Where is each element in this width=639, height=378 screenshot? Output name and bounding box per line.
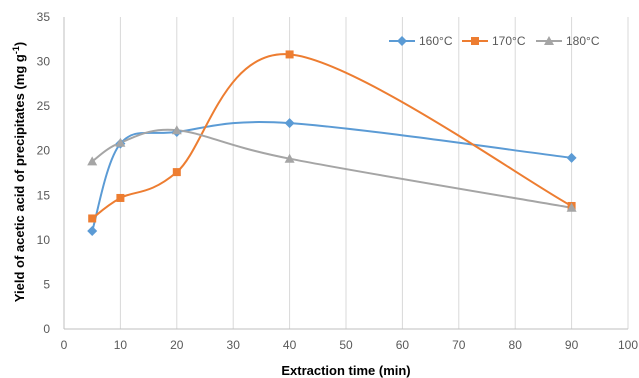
grid-lines bbox=[119, 17, 629, 329]
series-line-2 bbox=[91, 128, 572, 209]
y-axis-title-end: ) bbox=[12, 42, 27, 46]
x-tick-label: 50 bbox=[339, 338, 353, 352]
y-tick-label: 35 bbox=[37, 10, 51, 24]
legend-marker-diamond bbox=[397, 36, 407, 46]
axes bbox=[63, 17, 628, 330]
x-tick-label: 60 bbox=[396, 338, 410, 352]
data-point-triangle bbox=[284, 153, 295, 163]
data-point-diamond bbox=[566, 152, 577, 163]
x-tick-label: 100 bbox=[618, 338, 638, 352]
y-tick-label: 15 bbox=[37, 188, 51, 202]
y-tick-label: 0 bbox=[43, 322, 50, 336]
data-point-diamond bbox=[284, 118, 295, 129]
y-tick-label: 5 bbox=[43, 277, 50, 291]
legend-label: 170°C bbox=[492, 34, 526, 48]
legend: 160°C 170°C 180°C bbox=[389, 34, 600, 48]
legend-label: 160°C bbox=[419, 34, 453, 48]
markers bbox=[87, 50, 577, 236]
x-tick-label: 20 bbox=[170, 338, 184, 352]
data-point-triangle bbox=[566, 202, 577, 212]
data-point-square bbox=[88, 214, 97, 223]
y-tick-label: 20 bbox=[37, 144, 51, 158]
x-tick-label: 0 bbox=[61, 338, 68, 352]
legend-label: 180°C bbox=[566, 34, 600, 48]
data-point-triangle bbox=[87, 156, 98, 166]
y-axis-title-main: Yield of acetic acid of precipitates (mg… bbox=[12, 54, 27, 302]
x-tick-label: 40 bbox=[283, 338, 297, 352]
x-tick-label: 10 bbox=[114, 338, 128, 352]
series-line-0 bbox=[91, 121, 572, 232]
legend-marker-triangle bbox=[544, 36, 554, 45]
data-point-square bbox=[285, 50, 294, 59]
y-tick-label: 10 bbox=[37, 233, 51, 247]
series-line-1 bbox=[91, 53, 573, 220]
data-point-triangle bbox=[115, 137, 126, 147]
data-point-square bbox=[172, 168, 181, 177]
data-point-square bbox=[116, 193, 125, 202]
data-point-diamond bbox=[87, 225, 98, 236]
y-axis-title: Yield of acetic acid of precipitates (mg… bbox=[11, 42, 27, 302]
series bbox=[91, 53, 573, 232]
y-axis-title-superscript: -1 bbox=[11, 46, 21, 54]
legend-marker-square bbox=[471, 37, 479, 45]
tick-labels: 0 10 20 30 40 50 60 70 80 90 100 0 5 10 15 20 25 30 35 bbox=[37, 10, 639, 352]
data-point-triangle bbox=[171, 125, 182, 135]
x-tick-label: 80 bbox=[509, 338, 523, 352]
x-tick-label: 90 bbox=[565, 338, 579, 352]
x-tick-label: 70 bbox=[452, 338, 466, 352]
x-axis-title: Extraction time (min) bbox=[281, 363, 410, 378]
y-tick-label: 25 bbox=[37, 99, 51, 113]
x-tick-label: 30 bbox=[227, 338, 241, 352]
y-tick-label: 30 bbox=[37, 55, 51, 69]
